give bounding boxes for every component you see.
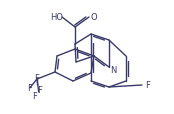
Text: F: F	[145, 81, 150, 90]
Text: HO: HO	[50, 12, 63, 21]
Text: F: F	[27, 83, 32, 92]
Text: O: O	[90, 12, 97, 21]
Text: F: F	[37, 85, 42, 94]
Text: F: F	[32, 91, 37, 100]
Text: N: N	[110, 65, 117, 74]
Text: F: F	[35, 74, 39, 83]
